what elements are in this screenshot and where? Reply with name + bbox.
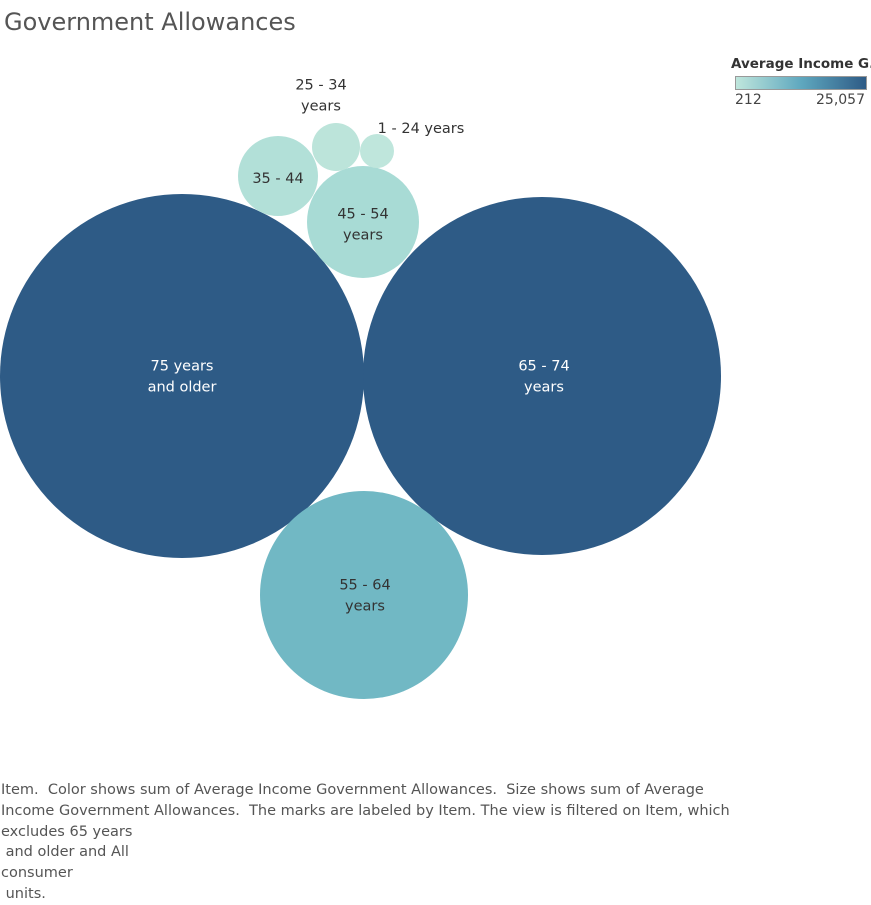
bubble-label: years (301, 99, 341, 115)
legend-min-label: 212 (735, 92, 762, 108)
bubble-mark[interactable] (260, 491, 468, 699)
bubble-label: 25 - 34 (295, 78, 346, 94)
bubble-label: years (345, 599, 385, 615)
bubble-label: 35 - 44 (252, 171, 303, 187)
bubble-mark[interactable] (312, 123, 360, 171)
chart-title: Government Allowances (4, 8, 296, 36)
bubble-label: years (343, 228, 383, 244)
bubble-mark[interactable] (307, 166, 419, 278)
legend-max-label: 25,057 (816, 92, 865, 108)
caption-line: Item. Color shows sum of Average Income … (1, 782, 704, 798)
bubble-chart: 75 years and older 65 - 74 years 55 - 64 year… (0, 78, 721, 699)
bubble-mark[interactable] (238, 136, 318, 216)
caption-line: and older and All (1, 844, 129, 861)
legend-ticks: 212 25,057 (731, 92, 867, 110)
legend-gradient-bar (735, 76, 867, 90)
bubble-label: 55 - 64 (339, 578, 390, 594)
bubble-label: 1 - 24 years (378, 121, 465, 137)
caption-line: excludes 65 years (1, 823, 133, 840)
caption-line: consumer (1, 865, 73, 882)
caption-line: Income Government Allowances. The marks … (1, 802, 730, 819)
bubble-mark[interactable] (0, 194, 364, 558)
color-legend[interactable]: Average Income G.. 212 25,057 (731, 56, 871, 110)
bubble-mark[interactable] (360, 134, 394, 168)
chart-caption: Item. Color shows sum of Average Income … (1, 780, 730, 905)
bubble-label: and older (148, 380, 217, 396)
caption-line: units. (1, 885, 46, 902)
bubble-label: 45 - 54 (337, 207, 388, 223)
bubble-mark[interactable] (363, 197, 721, 555)
legend-title: Average Income G.. (731, 56, 871, 72)
bubble-label: 65 - 74 (518, 359, 569, 375)
bubble-label: years (524, 380, 564, 396)
bubble-label: 75 years (151, 359, 214, 375)
